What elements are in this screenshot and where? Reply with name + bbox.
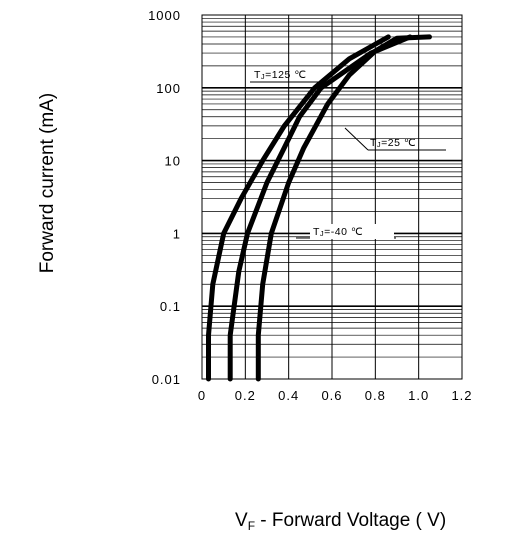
series-label-rest: =25 ℃ bbox=[381, 137, 416, 149]
tick-labels: 0 0.2 0.4 0.6 0.8 1.0 1.2 0.01 0.1 1 10 100 1000 bbox=[148, 8, 472, 403]
series-curve bbox=[227, 34, 413, 382]
series-curve bbox=[255, 34, 432, 382]
series-label-subscript: J bbox=[320, 229, 324, 238]
series-curve bbox=[206, 34, 391, 382]
series-label-bg bbox=[310, 224, 394, 239]
series-label: TJ=-40 ℃ bbox=[313, 226, 363, 238]
series-label-subscript: J bbox=[261, 72, 265, 81]
plot-frame bbox=[201, 14, 463, 380]
curves bbox=[206, 34, 432, 382]
x-axis-title-subscript: F bbox=[248, 519, 255, 533]
series-label-rest: =125 ℃ bbox=[265, 69, 306, 81]
x-tick-label: 0.4 bbox=[278, 388, 299, 403]
y-tick-label: 0.1 bbox=[160, 299, 181, 314]
y-tick-label: 10 bbox=[165, 154, 181, 169]
x-tick-label: 0.6 bbox=[321, 388, 342, 403]
series-label-leader bbox=[344, 127, 369, 151]
x-tick-label: 0.8 bbox=[365, 388, 386, 403]
x-tick-label: 1.0 bbox=[408, 388, 429, 403]
series-label-t: T bbox=[370, 137, 377, 149]
x-tick-label: 0 bbox=[198, 388, 206, 403]
series-label-subscript: J bbox=[377, 140, 381, 149]
series-label-t: T bbox=[254, 69, 261, 81]
x-axis-title: VF - Forward Voltage ( V) bbox=[235, 510, 446, 533]
series-label: TJ=25 ℃ bbox=[370, 137, 416, 149]
series-label: TJ=125 ℃ bbox=[254, 69, 307, 81]
y-axis-title: Forward current (mA) bbox=[37, 93, 58, 274]
y-tick-label: 1000 bbox=[148, 8, 181, 23]
y-tick-label: 1 bbox=[173, 226, 181, 241]
series-label-rest: =-40 ℃ bbox=[324, 226, 363, 238]
x-tick-label: 1.2 bbox=[451, 388, 472, 403]
x-tick-label: 0.2 bbox=[235, 388, 256, 403]
grid bbox=[202, 15, 462, 379]
series-labels: TJ=125 ℃TJ=25 ℃TJ=-40 ℃ bbox=[250, 69, 446, 239]
x-axis-title-rest: - Forward Voltage ( V) bbox=[255, 510, 446, 531]
y-tick-label: 100 bbox=[156, 81, 181, 96]
y-tick-label: 0.01 bbox=[152, 372, 181, 387]
series-label-t: T bbox=[313, 226, 320, 238]
x-axis-title-v: V bbox=[235, 510, 248, 531]
